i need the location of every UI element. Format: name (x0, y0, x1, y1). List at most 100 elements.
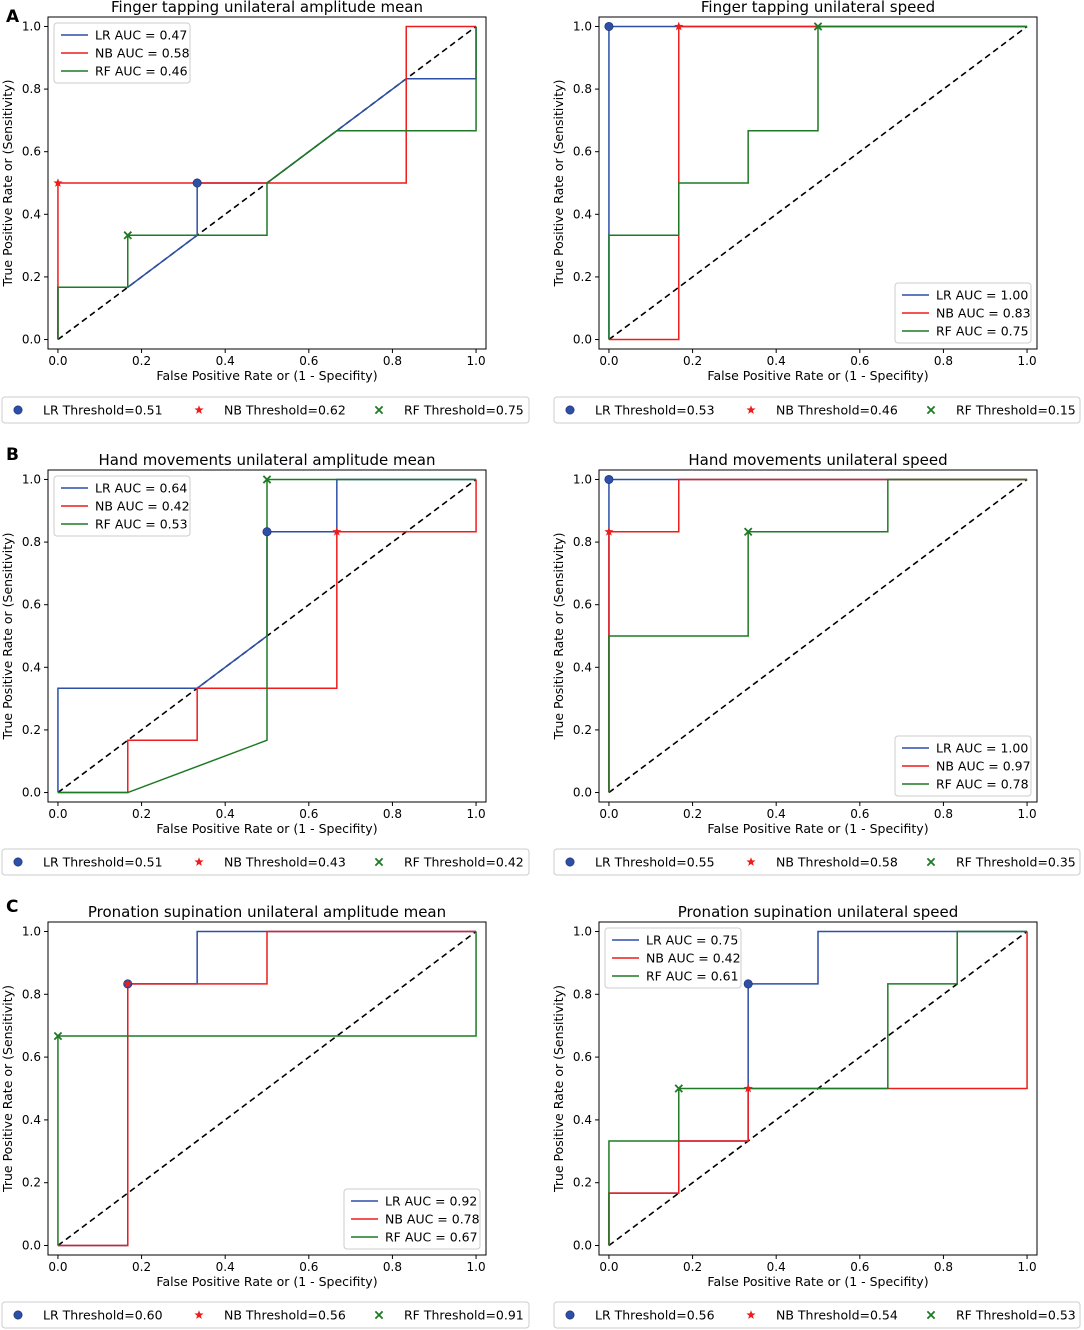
panel-1-legend-nb-label: NB AUC = 0.58 (95, 46, 190, 61)
panel-2-legend-box (894, 282, 1032, 344)
panel-1-threshold-lr-label: LR Threshold=0.51 (43, 403, 163, 418)
panel-4-nb-roc-line (608, 478, 1028, 793)
panel-1-ytick-label: 0.0 (22, 333, 41, 347)
panel-2-frame (598, 16, 1038, 350)
panel-2-rf-threshold-marker (813, 22, 823, 31)
panel-1-ytick-label: 0.6 (22, 145, 41, 159)
panel-3-xtick-label: 0.4 (216, 807, 235, 821)
panel-6-frame (598, 921, 1038, 1256)
panel-2-ytick-label: 0.2 (573, 270, 592, 284)
panel-2-xtick-label: 0.2 (683, 354, 702, 368)
panel-5-threshold-lr-label: LR Threshold=0.60 (43, 1308, 163, 1323)
roc-panel-4: Hand movements unilateral speed 0.0 0.2 0.4… (551, 451, 1081, 876)
panel-1-xtick-label: 0.8 (383, 354, 402, 368)
panel-3-thr-nb-threshold-marker (194, 857, 204, 866)
roc-panel-5: C Pronation supination unilateral amplitu… (0, 897, 530, 1329)
panel-1-thr-nb-threshold-marker (194, 405, 204, 414)
panel-4-chance-line (608, 478, 1028, 794)
panel-4-xtick-label: 0.6 (850, 807, 869, 821)
panel-5-legend-box (343, 1188, 481, 1250)
panel-5-letter: C (6, 897, 18, 917)
panel-3-frame (47, 469, 487, 803)
panel-1-legend-box (53, 22, 191, 84)
panel-5-threshold-nb-label: NB Threshold=0.56 (224, 1308, 346, 1323)
panel-6-xtick-label: 0.0 (599, 1260, 618, 1274)
panel-2-ytick-label: 0.6 (573, 145, 592, 159)
panel-5-threshold-box (1, 1301, 530, 1329)
panel-1-nb-roc-line (57, 25, 477, 340)
panel-4-xtick-label: 0.4 (767, 807, 786, 821)
panel-2-legend: LR AUC = 1.00 NB AUC = 0.83 RF AUC = 0.75 (894, 282, 1032, 344)
panel-6-threshold-nb-label: NB Threshold=0.54 (776, 1308, 898, 1323)
panel-3-ytick-label: 0.4 (22, 660, 41, 674)
panel-1-xtick-label: 0.4 (216, 354, 235, 368)
panel-5-ytick-label: 1.0 (22, 924, 41, 938)
panel-2-chance-line (608, 25, 1028, 341)
panel-4-xtick-label: 0.2 (683, 807, 702, 821)
panel-4-legend-box (894, 735, 1032, 797)
panel-1-lr-threshold-marker (192, 178, 202, 188)
panel-3-rf-threshold-marker (262, 475, 272, 484)
panel-2-threshold-box (553, 396, 1081, 424)
panel-2-legend-lr-label: LR AUC = 1.00 (936, 288, 1028, 303)
panel-2-xtick-label: 0.8 (934, 354, 953, 368)
panel-3-xtick-label: 0.8 (383, 807, 402, 821)
panel-1-nb-threshold-marker (53, 178, 63, 187)
panel-2-legend-rf-label: RF AUC = 0.75 (936, 324, 1029, 339)
panel-1-threshold-box (1, 396, 530, 424)
panel-3-thr-rf-threshold-marker (374, 857, 384, 867)
panel-3-xtick-label: 0.0 (48, 807, 67, 821)
panel-3-threshold-rf-label: RF Threshold=0.42 (404, 855, 524, 870)
panel-4-frame (598, 469, 1038, 803)
panel-3-xtick-label: 1.0 (467, 807, 486, 821)
panel-3-xtick-label: 0.6 (299, 807, 318, 821)
panel-5-legend: LR AUC = 0.92 NB AUC = 0.78 RF AUC = 0.67 (343, 1188, 481, 1250)
panel-5-ytick-label: 0.2 (22, 1176, 41, 1190)
panel-4-legend: LR AUC = 1.00 NB AUC = 0.97 RF AUC = 0.78 (894, 735, 1032, 797)
panel-4-threshold-rf-label: RF Threshold=0.35 (956, 855, 1076, 870)
panel-2-xtick-label: 0.4 (767, 354, 786, 368)
panel-3-threshold-legend: LR Threshold=0.51 NB Threshold=0.43 RF Thr… (1, 848, 530, 876)
panel-6-xlabel: False Positive Rate or (1 - Specifity) (707, 1274, 928, 1289)
panel-3-nb-threshold-marker (332, 526, 342, 536)
panel-2-title: Finger tapping unilateral speed (701, 0, 935, 16)
panel-2-threshold-lr-label: LR Threshold=0.53 (595, 403, 715, 418)
panel-4-thr-lr-threshold-marker (565, 857, 575, 867)
panel-5-ytick-label: 0.0 (22, 1239, 41, 1253)
panel-6-nb-roc-line (608, 931, 1028, 1246)
panel-5-legend-lr-label: LR AUC = 0.92 (385, 1194, 477, 1209)
panel-5-ytick-label: 0.6 (22, 1050, 41, 1064)
panel-4-thr-nb-threshold-marker (746, 857, 756, 866)
panel-6-ytick-label: 0.4 (573, 1113, 592, 1127)
panel-5-rf-roc-line (57, 931, 477, 1246)
panel-2-ytick-label: 1.0 (573, 19, 592, 33)
panel-2-xtick-label: 0.0 (599, 354, 618, 368)
panel-4-xtick-label: 0.0 (599, 807, 618, 821)
panel-5-chance-line (57, 930, 477, 1247)
panel-4-xlabel: False Positive Rate or (1 - Specifity) (707, 821, 928, 836)
panel-3-title: Hand movements unilateral amplitude mean (98, 451, 435, 469)
panel-4-xtick-label: 0.8 (934, 807, 953, 821)
panel-5-legend-nb-label: NB AUC = 0.78 (385, 1212, 480, 1227)
panel-6-ytick-label: 0.8 (573, 987, 592, 1001)
panel-6-rf-roc-line (608, 930, 1028, 1246)
panel-6-xtick-label: 0.2 (683, 1260, 702, 1274)
panel-4-legend-nb-label: NB AUC = 0.97 (936, 759, 1031, 774)
panel-4-xtick-label: 1.0 (1018, 807, 1037, 821)
panel-1-thr-rf-threshold-marker (374, 405, 384, 415)
panel-5-xtick-label: 0.0 (48, 1260, 67, 1274)
panel-2-thr-nb-threshold-marker (746, 405, 756, 414)
panel-6-xtick-label: 0.6 (850, 1260, 869, 1274)
panel-5-ytick-label: 0.8 (22, 987, 41, 1001)
panel-5-xtick-label: 0.2 (132, 1260, 151, 1274)
panel-4-lr-threshold-marker (604, 474, 614, 484)
panel-3-ytick-label: 0.0 (22, 786, 41, 800)
panel-6-thr-lr-threshold-marker (565, 1310, 575, 1320)
panel-6-rf-threshold-marker (674, 1084, 684, 1093)
panel-1-threshold-nb-label: NB Threshold=0.62 (224, 403, 346, 418)
panel-4-ytick-label: 1.0 (573, 472, 592, 486)
panel-5-thr-nb-threshold-marker (194, 1310, 204, 1319)
panel-6-legend: LR AUC = 0.75 NB AUC = 0.42 RF AUC = 0.61 (604, 927, 742, 989)
panel-4-ylabel: True Positive Rate or (Sensitivity) (551, 533, 566, 741)
panel-1-ytick-label: 1.0 (22, 19, 41, 33)
